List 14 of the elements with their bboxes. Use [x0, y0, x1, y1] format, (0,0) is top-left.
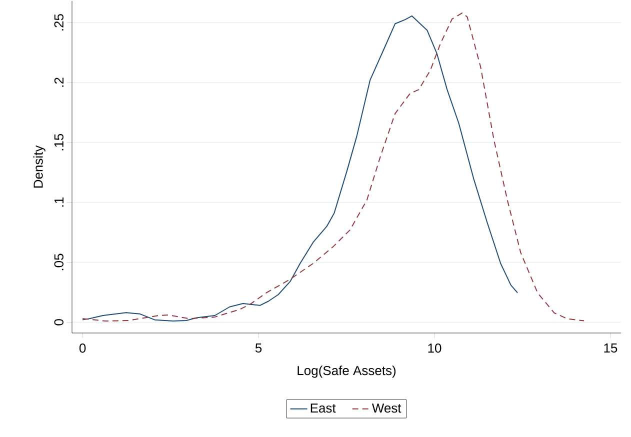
y-tick-label: .1 [54, 198, 64, 207]
y-tick-label: .05 [54, 254, 64, 270]
x-tick-label: 0 [79, 344, 86, 353]
y-tick-label: 0 [54, 319, 64, 326]
x-tick-label: 15 [604, 344, 618, 353]
y-tick-label: .15 [54, 134, 64, 150]
legend-label: East [310, 404, 336, 413]
y-axis-title: Density [33, 145, 46, 188]
x-axis-title: Log(Safe Assets) [298, 366, 396, 378]
x-tick-label: 10 [428, 344, 442, 353]
legend-label: West [372, 404, 402, 413]
y-tick-label: .2 [54, 78, 64, 87]
x-tick-label: 5 [255, 344, 262, 353]
y-tick-label: .25 [54, 14, 64, 30]
